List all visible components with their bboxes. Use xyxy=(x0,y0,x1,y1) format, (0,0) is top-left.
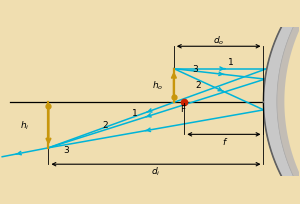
Text: 2: 2 xyxy=(102,120,108,129)
Text: $h_o$: $h_o$ xyxy=(152,79,164,92)
Text: $h_i$: $h_i$ xyxy=(20,119,29,131)
Text: $d_o$: $d_o$ xyxy=(213,34,224,47)
Text: 2: 2 xyxy=(195,81,201,90)
Text: F: F xyxy=(180,104,185,113)
Text: $d_i$: $d_i$ xyxy=(151,165,161,177)
Text: 1: 1 xyxy=(132,108,138,117)
Polygon shape xyxy=(277,25,300,179)
Text: 3: 3 xyxy=(192,65,198,74)
Text: 1: 1 xyxy=(228,58,233,67)
Text: $f$: $f$ xyxy=(221,136,228,147)
Text: 3: 3 xyxy=(64,145,69,154)
Polygon shape xyxy=(263,25,295,179)
